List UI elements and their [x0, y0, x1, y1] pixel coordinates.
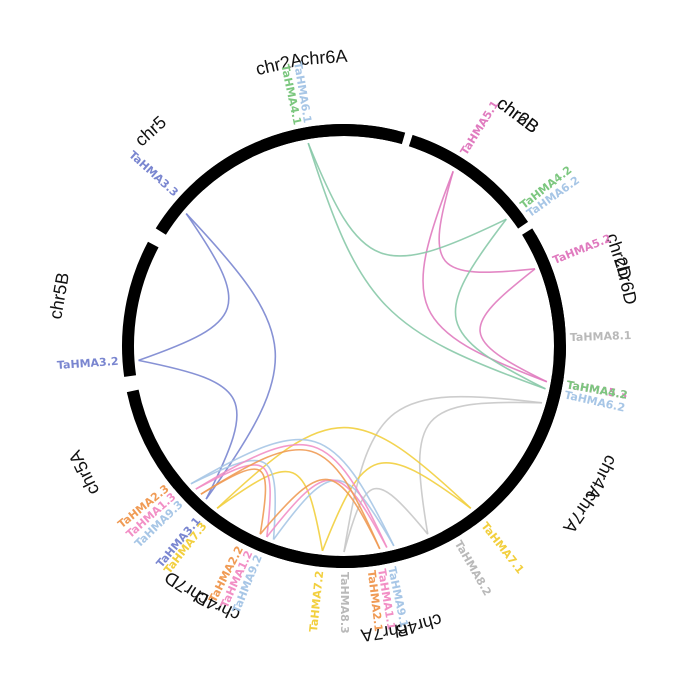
gene-label-tahma5-1-0: TaHMA5.1: [458, 98, 502, 157]
ideogram-segment-chr5a-6: [126, 389, 184, 489]
synteny-link-0: [438, 171, 536, 274]
synteny-link-22: [200, 448, 381, 550]
synteny-link-23: [200, 468, 267, 535]
synteny-link-7: [185, 213, 276, 500]
gene-label-tahma7-1-15: TaHMA7.1: [478, 520, 526, 577]
ideogram-segment-chr6b-10: [408, 134, 529, 229]
synteny-link-18: [266, 479, 388, 548]
synteny-link-21: [259, 478, 381, 550]
gene-label-tahma8-1-3: TaHMA8.1: [570, 329, 632, 344]
chromosome-label-chr6a-9: chr6A: [300, 46, 348, 69]
synteny-link-8: [138, 213, 230, 362]
synteny-link-15: [272, 479, 395, 547]
synteny-link-10: [307, 142, 546, 390]
gene-label-tahma7-2-19: TaHMA7.2: [307, 570, 326, 633]
ideogram-segment-chr6d-11: [525, 235, 567, 362]
synteny-link-12: [321, 461, 472, 552]
ideogram-segment-chr5b-7: [122, 241, 159, 377]
synteny-link-1: [422, 171, 548, 383]
synteny-link-14: [216, 470, 324, 552]
gene-label-tahma5-2-1: TaHMA5.2: [551, 232, 613, 267]
ideogram-segment-chr7a-12: [442, 375, 564, 543]
gene-label-tahma8-3-5: TaHMA8.3: [338, 572, 351, 634]
synteny-link-17: [190, 459, 277, 540]
synteny-link-3: [418, 401, 543, 535]
ideogram-segment-chr4a-3: [467, 346, 566, 526]
synteny-link-2: [479, 268, 548, 383]
chromosome-label-chr7a-12: chr7A: [559, 487, 602, 537]
chromosome-label-chr5b-7: chr5B: [45, 271, 73, 321]
gene-label-tahma3-2-7: TaHMA3.2: [57, 355, 119, 372]
synteny-link-13: [216, 426, 472, 509]
gene-label-tahma8-2-4: TaHMA8.2: [452, 538, 494, 598]
ideogram-segment-chr6a-9: [260, 123, 398, 152]
chromosome-label-chr6b-10: chr6B: [493, 93, 543, 137]
chromosome-label-chr5-8: chr5: [131, 112, 170, 150]
synteny-link-20: [195, 464, 271, 538]
synteny-link-5: [343, 487, 429, 553]
ideogram-segment-chr7d-14: [164, 469, 301, 564]
ideogram-segment-chr7a-13: [313, 537, 435, 569]
ideogram-ring: [122, 123, 567, 569]
ideogram-segment-chr5-8: [155, 146, 252, 235]
synteny-link-6: [138, 359, 238, 500]
links-layer: [138, 142, 548, 553]
chromosome-label-chr5a-6: chr5A: [65, 447, 104, 498]
synteny-link-19: [195, 443, 388, 548]
synteny-link-11: [454, 218, 546, 390]
gene-label-tahma3-3-8: TaHMA3.3: [126, 148, 181, 199]
synteny-link-9: [307, 142, 507, 257]
synteny-link-4: [343, 395, 543, 553]
chromosome-label-chr6d-11: chr6D: [611, 255, 641, 306]
synteny-link-16: [190, 438, 395, 547]
